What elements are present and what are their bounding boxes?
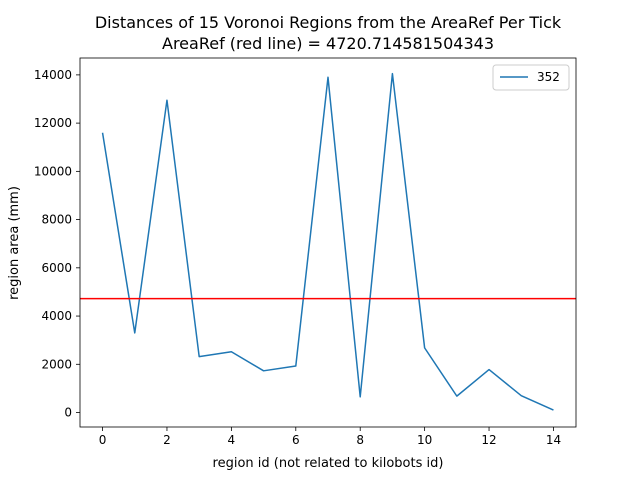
chart-subtitle: AreaRef (red line) = 4720.714581504343	[162, 34, 494, 53]
x-tick-label: 0	[99, 433, 107, 447]
x-tick-label: 14	[546, 433, 561, 447]
y-tick-label: 8000	[41, 213, 72, 227]
legend-label: 352	[537, 70, 560, 84]
series-line-0	[101, 72, 554, 411]
axes-frame	[79, 57, 577, 428]
x-tick-label: 6	[292, 433, 300, 447]
y-axis-ticks: 0 2000 4000 6000 8000 10000 12000 14000	[34, 68, 80, 420]
y-tick-label: 14000	[34, 68, 72, 82]
legend-box	[492, 64, 570, 91]
y-tick-label: 0	[64, 406, 72, 420]
y-axis-label: region area (mm)	[7, 186, 22, 300]
y-tick-label: 2000	[41, 357, 72, 371]
chart-title: Distances of 15 Voronoi Regions from the…	[95, 13, 562, 32]
legend: 352	[492, 64, 570, 91]
x-tick-label: 12	[481, 433, 496, 447]
x-axis-label: region id (not related to kilobots id)	[213, 456, 444, 471]
plot-area	[79, 57, 577, 428]
x-axis-ticks: 0 2 4 6 8 10 12 14	[99, 427, 561, 447]
y-tick-label: 4000	[41, 309, 72, 323]
x-tick-label: 4	[228, 433, 236, 447]
y-tick-label: 10000	[34, 164, 72, 178]
y-tick-label: 12000	[34, 116, 72, 130]
y-tick-label: 6000	[41, 261, 72, 275]
x-tick-label: 2	[163, 433, 171, 447]
x-tick-label: 10	[417, 433, 432, 447]
x-tick-label: 8	[356, 433, 364, 447]
